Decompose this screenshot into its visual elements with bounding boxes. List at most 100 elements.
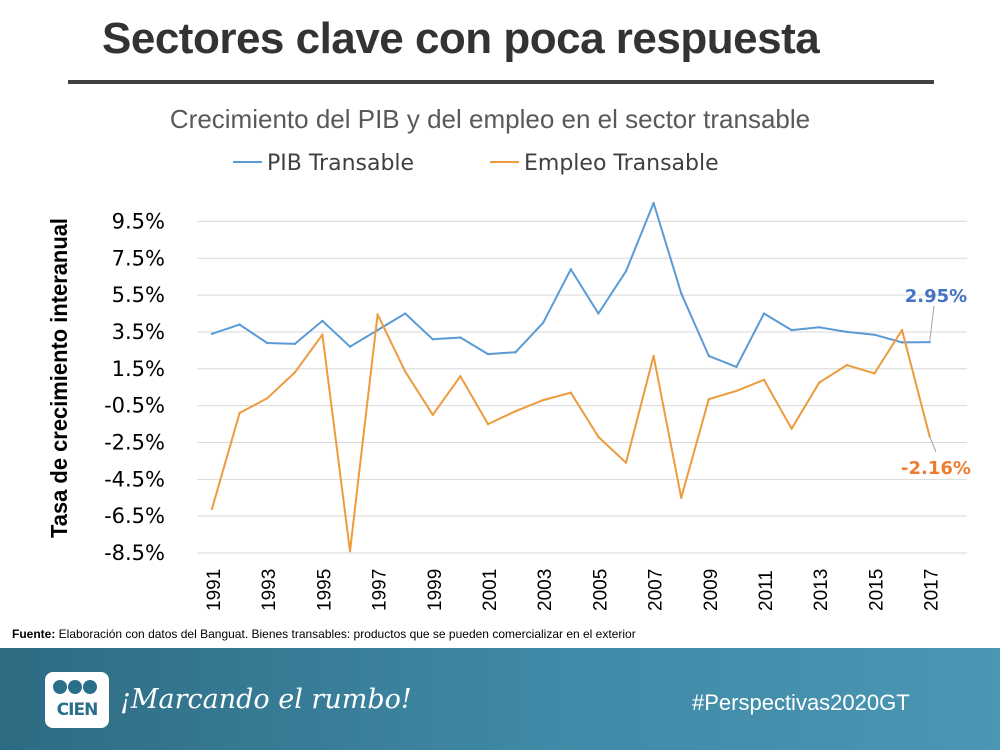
data-point-empleo-transable [542, 398, 545, 402]
data-point-pib-transable [597, 312, 600, 315]
data-point-pib-transable [514, 351, 517, 354]
data-point-empleo-transable [680, 496, 683, 499]
data-point-pib-transable [293, 342, 296, 346]
slogan: ¡Marcando el rumbo! [120, 684, 412, 715]
data-point-pib-transable [376, 328, 379, 332]
y-tick-label: -6.5% [104, 504, 165, 528]
y-tick-label: 9.5% [112, 209, 165, 233]
y-tick-label: -0.5% [104, 394, 165, 418]
data-point-pib-transable [404, 312, 407, 315]
data-point-empleo-transable [762, 378, 766, 382]
x-tick-label: 2005 [590, 569, 611, 611]
data-point-empleo-transable [624, 461, 628, 464]
x-tick-label: 1993 [259, 569, 280, 611]
data-point-empleo-transable [845, 363, 848, 367]
data-point-empleo-transable [210, 507, 214, 510]
data-point-pib-transable [707, 354, 710, 358]
y-tick-label: 5.5% [112, 283, 165, 307]
data-point-empleo-transable [818, 381, 821, 384]
x-tick-label: 2003 [535, 569, 556, 611]
footer-band: CIEN ¡Marcando el rumbo! #Perspectivas20… [0, 648, 1000, 750]
data-point-pib-transable [818, 326, 821, 329]
data-point-empleo-transable [431, 413, 434, 417]
data-point-pib-transable [735, 365, 738, 369]
x-tick-label: 2013 [811, 569, 832, 611]
data-point-pib-transable [762, 312, 766, 315]
source-footnote: Fuente: Elaboración con datos del Bangua… [12, 627, 636, 641]
line-chart: Crecimiento del PIB y del empleo en el s… [15, 104, 997, 623]
data-point-empleo-transable [707, 397, 710, 401]
chart-title: Crecimiento del PIB y del empleo en el s… [170, 104, 810, 134]
plot-background [15, 138, 997, 623]
data-point-pib-transable [431, 338, 434, 341]
grid-lines [197, 220, 967, 554]
cien-logo: CIEN [45, 672, 109, 728]
y-tick-labels: 9.5% 7.5% 5.5% 3.5% 1.5% -0.5% -2.5% -4.5% -6.5%… [104, 209, 165, 565]
data-point-pib-transable [459, 336, 462, 339]
data-point-empleo-transable [348, 549, 352, 553]
data-point-pib-transable [321, 319, 324, 323]
empleo-label-leader [929, 436, 937, 453]
y-tick-label: 7.5% [112, 246, 165, 270]
data-point-pib-transable [680, 292, 683, 295]
footnote-text: Elaboración con datos del Banguat. Biene… [55, 627, 636, 641]
logo-circles-icon [53, 680, 101, 698]
data-point-pib-transable [266, 341, 269, 345]
footnote-label: Fuente: [12, 627, 56, 641]
chart-legend: PIB Transable Empleo Transable [233, 151, 719, 176]
data-point-empleo-transable [900, 328, 904, 332]
x-tick-label: 1991 [204, 569, 225, 611]
x-tick-label: 2015 [866, 569, 887, 611]
data-point-pib-transable [652, 201, 655, 205]
y-tick-label: -4.5% [104, 467, 165, 491]
data-point-pib-transable [790, 328, 793, 332]
x-tick-label: 2001 [480, 569, 501, 611]
pib-label-leader [929, 305, 935, 343]
data-point-pib-transable [486, 352, 490, 356]
x-tick-labels: 1991 1993 1995 1997 1999 2001 2003 2005 2007 2009… [204, 569, 943, 611]
empleo-end-label: -2.16% [901, 458, 971, 479]
data-point-empleo-transable [486, 422, 490, 426]
title-divider [68, 80, 934, 84]
data-point-empleo-transable [266, 397, 269, 400]
legend-empleo-label: Empleo Transable [524, 151, 719, 176]
x-tick-label: 2007 [646, 569, 667, 611]
y-tick-label: 1.5% [112, 357, 165, 381]
data-point-pib-transable [569, 268, 572, 271]
data-point-empleo-transable [293, 371, 296, 374]
y-tick-label: -2.5% [104, 430, 165, 454]
legend-pib-label: PIB Transable [267, 151, 414, 176]
y-tick-label: -8.5% [104, 541, 165, 565]
data-point-empleo-transable [459, 374, 462, 378]
x-tick-label: 2017 [922, 569, 943, 611]
data-point-pib-transable [624, 269, 628, 273]
pib-end-label: 2.95% [905, 286, 967, 307]
x-tick-label: 1995 [314, 569, 335, 611]
data-point-empleo-transable [569, 391, 572, 394]
x-tick-label: 2011 [756, 570, 777, 611]
data-point-empleo-transable [735, 389, 738, 393]
data-point-pib-transable [348, 345, 352, 348]
logo-text: CIEN [56, 700, 99, 720]
end-labels: 2.95% -2.16% [901, 286, 971, 479]
data-point-empleo-transable [238, 411, 241, 415]
data-point-empleo-transable [652, 354, 655, 358]
y-tick-label: 3.5% [112, 320, 165, 344]
data-point-pib-transable [210, 332, 214, 335]
data-point-pib-transable [873, 333, 876, 336]
x-tick-label: 1997 [370, 569, 391, 611]
y-axis-label: Tasa de crecimiento interanual [46, 218, 72, 538]
data-point-empleo-transable [790, 427, 793, 430]
series-lines [210, 201, 931, 553]
x-tick-label: 1999 [425, 569, 446, 611]
data-point-pib-transable [542, 321, 545, 324]
data-point-empleo-transable [597, 435, 600, 439]
data-point-empleo-transable [873, 372, 876, 375]
data-point-empleo-transable [404, 370, 407, 373]
data-point-pib-transable [845, 330, 848, 334]
hashtag: #Perspectivas2020GT [692, 690, 910, 715]
data-point-empleo-transable [321, 333, 324, 336]
data-point-empleo-transable [514, 409, 517, 413]
data-point-empleo-transable [376, 313, 379, 316]
data-point-pib-transable [238, 323, 241, 326]
